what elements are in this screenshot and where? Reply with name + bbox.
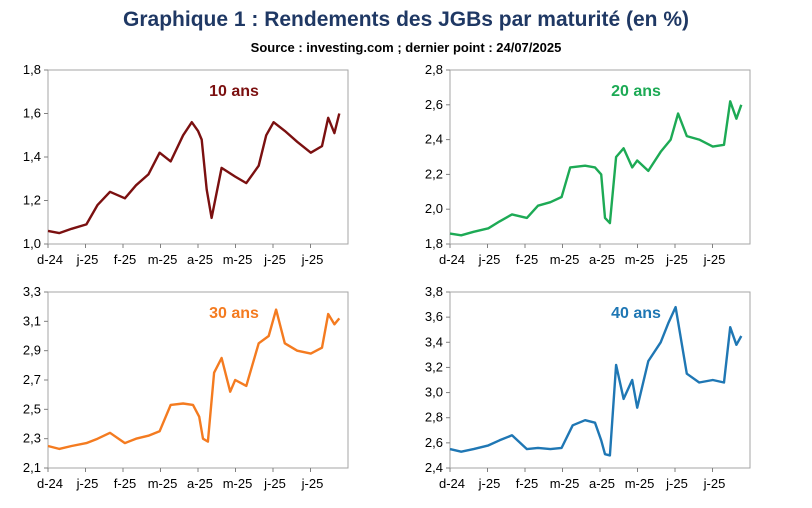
y-tick-label: 2,4 bbox=[425, 132, 443, 147]
x-tick-label: j-25 bbox=[301, 252, 324, 267]
y-tick-label: 2,5 bbox=[23, 401, 41, 416]
x-tick-label: j-25 bbox=[263, 252, 286, 267]
x-tick-label: j-25 bbox=[478, 252, 501, 267]
y-tick-label: 2,9 bbox=[23, 343, 41, 358]
y-tick-label: 3,6 bbox=[425, 309, 443, 324]
y-tick-label: 2,0 bbox=[425, 201, 443, 216]
x-tick-label: j-25 bbox=[665, 252, 688, 267]
x-tick-label: d-24 bbox=[37, 252, 63, 267]
x-tick-label: a-25 bbox=[187, 476, 213, 491]
x-tick-label: f-25 bbox=[516, 476, 538, 491]
y-tick-label: 2,4 bbox=[425, 460, 443, 475]
y-tick-label: 2,7 bbox=[23, 372, 41, 387]
x-tick-label: m-25 bbox=[625, 476, 655, 491]
y-tick-label: 2,3 bbox=[23, 431, 41, 446]
y-tick-label: 1,2 bbox=[23, 193, 41, 208]
page-subtitle: Source : investing.com ; dernier point :… bbox=[250, 40, 562, 55]
x-tick-label: m-25 bbox=[550, 476, 580, 491]
y-tick-label: 3,4 bbox=[425, 334, 443, 349]
y-tick-label: 1,0 bbox=[23, 236, 41, 251]
chart-20-ans: 1,8 2,0 2,2 2,4 2,6 2,8 d-24 j-25 f-25 m-25 a-25 m-… bbox=[425, 62, 751, 267]
x-tick-label: a-25 bbox=[589, 252, 615, 267]
y-tick-label: 3,8 bbox=[425, 284, 443, 299]
y-tick-label: 1,6 bbox=[23, 106, 41, 121]
x-tick-label: f-25 bbox=[516, 252, 538, 267]
y-tick-label: 2,2 bbox=[425, 166, 443, 181]
page-title: Graphique 1 : Rendements des JGBs par ma… bbox=[123, 8, 689, 31]
x-tick-label: a-25 bbox=[589, 476, 615, 491]
series-line bbox=[47, 308, 341, 451]
x-tick-label: m-25 bbox=[550, 252, 580, 267]
x-tick-label: j-25 bbox=[76, 252, 99, 267]
chart-10-ans: 1,0 1,2 1,4 1,6 1,8 d-24 j-25 f-25 m-25 a-25 m-25 j… bbox=[23, 62, 349, 267]
chart-30-ans: 2,1 2,3 2,5 2,7 2,9 3,1 3,3 d-24 j-25 f-25 m-25 a-2… bbox=[23, 284, 349, 491]
y-tick-label: 3,0 bbox=[425, 385, 443, 400]
y-tick-label: 1,4 bbox=[23, 149, 41, 164]
x-tick-label: j-25 bbox=[703, 476, 726, 491]
panel-title: 30 ans bbox=[209, 305, 259, 322]
x-tick-label: j-25 bbox=[478, 476, 501, 491]
series-line bbox=[449, 305, 743, 457]
panel-title: 20 ans bbox=[611, 83, 661, 100]
x-tick-label: a-25 bbox=[187, 252, 213, 267]
panel-title: 40 ans bbox=[611, 305, 661, 322]
x-tick-label: j-25 bbox=[703, 252, 726, 267]
x-tick-label: d-24 bbox=[37, 476, 63, 491]
panel-title: 10 ans bbox=[209, 83, 259, 100]
series-line bbox=[47, 113, 341, 235]
x-tick-label: m-25 bbox=[223, 252, 253, 267]
x-tick-label: j-25 bbox=[76, 476, 99, 491]
x-tick-label: f-25 bbox=[114, 476, 136, 491]
series-line bbox=[449, 100, 743, 237]
y-tick-label: 2,8 bbox=[425, 62, 443, 77]
x-tick-label: d-24 bbox=[439, 476, 465, 491]
x-tick-label: j-25 bbox=[263, 476, 286, 491]
x-tick-label: m-25 bbox=[223, 476, 253, 491]
y-tick-label: 2,8 bbox=[425, 410, 443, 425]
y-tick-label: 3,3 bbox=[23, 284, 41, 299]
x-tick-label: f-25 bbox=[114, 252, 136, 267]
x-tick-label: d-24 bbox=[439, 252, 465, 267]
x-tick-label: m-25 bbox=[625, 252, 655, 267]
y-tick-label: 2,6 bbox=[425, 97, 443, 112]
y-tick-label: 2,6 bbox=[425, 435, 443, 450]
x-tick-label: j-25 bbox=[301, 476, 324, 491]
y-tick-label: 1,8 bbox=[23, 62, 41, 77]
chart-40-ans: 2,4 2,6 2,8 3,0 3,2 3,4 3,6 3,8 d-24 j-25 f-25 m-25… bbox=[425, 284, 751, 491]
x-tick-label: j-25 bbox=[665, 476, 688, 491]
x-tick-label: m-25 bbox=[148, 476, 178, 491]
x-tick-label: m-25 bbox=[148, 252, 178, 267]
y-tick-label: 2,1 bbox=[23, 460, 41, 475]
plot-area bbox=[47, 69, 349, 245]
y-tick-label: 3,2 bbox=[425, 359, 443, 374]
plot-area bbox=[449, 69, 751, 245]
y-tick-label: 1,8 bbox=[425, 236, 443, 251]
y-tick-label: 3,1 bbox=[23, 313, 41, 328]
